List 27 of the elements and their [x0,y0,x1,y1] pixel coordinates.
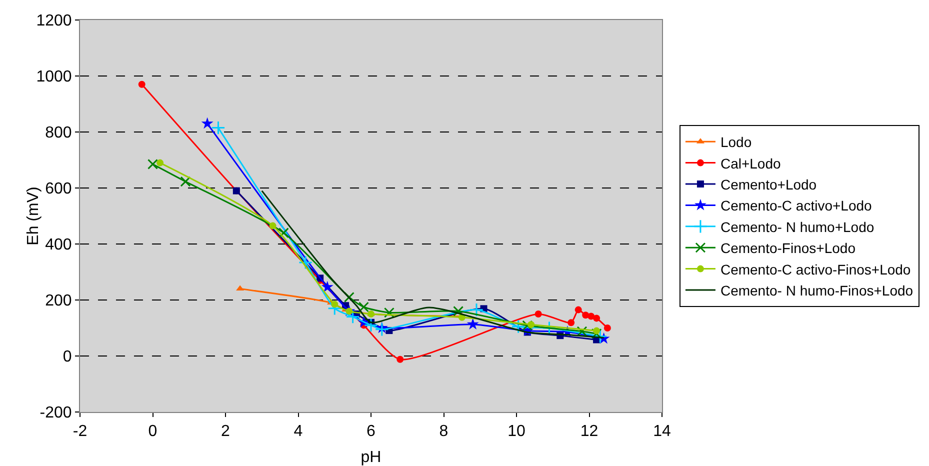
legend-label: Cemento- N humo-Finos+Lodo [720,282,914,298]
legend-label: Cemento- N humo+Lodo [720,218,874,235]
x-tick-label: -2 [72,423,88,440]
legend-label: Cal+Lodo [720,155,781,172]
x-tick-label: 4 [294,423,303,440]
x-tick-label: 10 [508,423,526,440]
y-tick-label: 200 [45,292,72,310]
x-axis-title: pH [360,449,382,466]
y-tick-label: -200 [40,404,72,422]
legend-label: Cemento-C activo+Lodo [720,198,872,214]
legend-label: Lodo [720,134,752,150]
y-tick-label: 400 [45,236,72,254]
y-tick-label: 600 [45,180,72,198]
y-tick-label: 800 [45,124,72,142]
y-axis-title: Eh (mV) [25,186,42,246]
legend-label: Cemento-Finos+Lodo [720,240,856,256]
x-tick-label: 0 [148,423,158,440]
x-tick-label: 6 [366,423,376,440]
x-tick-label: 14 [653,423,671,440]
x-tick-label: 8 [439,423,448,440]
legend-label: Cemento+Lodo [720,176,817,192]
legend-label: Cemento-C activo-Finos+Lodo [720,261,911,278]
x-tick-label: 12 [580,423,598,440]
y-tick-label: 0 [62,348,72,366]
x-tick-label: 2 [221,423,230,440]
y-tick-label: 1000 [36,68,72,86]
y-tick-label: 1200 [36,12,72,30]
